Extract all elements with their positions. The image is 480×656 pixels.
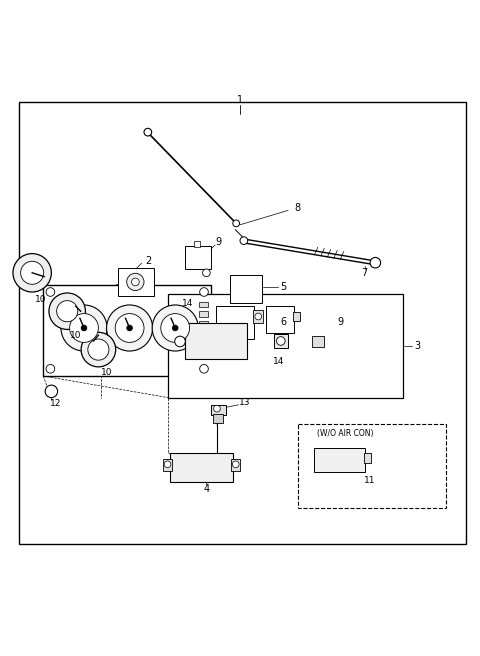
- Bar: [230, 276, 262, 303]
- Bar: [266, 306, 294, 333]
- Circle shape: [45, 385, 58, 398]
- Text: 14: 14: [273, 357, 284, 366]
- Circle shape: [172, 325, 178, 331]
- Circle shape: [13, 254, 51, 292]
- Text: 10: 10: [101, 367, 112, 377]
- Circle shape: [46, 288, 55, 297]
- Text: 10: 10: [35, 295, 47, 304]
- Text: 9: 9: [216, 237, 221, 247]
- Bar: [163, 459, 172, 470]
- Circle shape: [240, 237, 248, 245]
- Text: 4: 4: [204, 483, 209, 494]
- Bar: [213, 415, 223, 423]
- Circle shape: [255, 313, 262, 320]
- Circle shape: [200, 288, 208, 297]
- Bar: [43, 285, 211, 376]
- Circle shape: [88, 339, 109, 360]
- Bar: [364, 453, 371, 463]
- Circle shape: [61, 305, 107, 351]
- Bar: [118, 268, 154, 296]
- Bar: [194, 241, 200, 247]
- Circle shape: [144, 129, 152, 136]
- Bar: [199, 321, 208, 327]
- Circle shape: [107, 305, 153, 351]
- Circle shape: [175, 336, 185, 347]
- Circle shape: [276, 337, 285, 345]
- Circle shape: [81, 333, 116, 367]
- Text: 8: 8: [295, 203, 300, 213]
- Text: 9: 9: [338, 318, 344, 327]
- Circle shape: [49, 293, 85, 329]
- Circle shape: [46, 365, 55, 373]
- Bar: [170, 453, 233, 482]
- Circle shape: [164, 461, 171, 468]
- Text: 2: 2: [145, 256, 152, 266]
- Circle shape: [57, 300, 78, 321]
- Bar: [199, 311, 208, 317]
- Text: (W/O AIR CON): (W/O AIR CON): [317, 429, 373, 438]
- Circle shape: [21, 261, 44, 284]
- Bar: [216, 306, 254, 339]
- Circle shape: [132, 278, 139, 286]
- Circle shape: [127, 274, 144, 291]
- Circle shape: [115, 314, 144, 342]
- Bar: [199, 340, 208, 346]
- Text: 11: 11: [364, 476, 375, 485]
- Circle shape: [214, 405, 220, 412]
- Bar: [293, 312, 300, 321]
- Bar: [253, 310, 263, 323]
- Circle shape: [152, 305, 198, 351]
- Bar: [199, 331, 208, 336]
- Text: 5: 5: [280, 282, 287, 292]
- Text: 14: 14: [181, 298, 193, 308]
- Circle shape: [203, 269, 210, 277]
- Text: 10: 10: [70, 331, 82, 340]
- Circle shape: [200, 365, 208, 373]
- Bar: [231, 459, 240, 470]
- Text: 6: 6: [280, 318, 286, 327]
- Bar: [199, 302, 208, 308]
- Circle shape: [127, 325, 132, 331]
- Text: 12: 12: [49, 399, 61, 408]
- Bar: [211, 405, 226, 415]
- Bar: [185, 323, 247, 359]
- Circle shape: [161, 314, 190, 342]
- Bar: [312, 336, 324, 347]
- Circle shape: [81, 325, 87, 331]
- Text: 3: 3: [415, 341, 420, 351]
- Text: 7: 7: [361, 268, 368, 277]
- Circle shape: [370, 257, 381, 268]
- Bar: [168, 295, 403, 398]
- Bar: [199, 350, 208, 356]
- Bar: [274, 334, 288, 348]
- Text: 1: 1: [237, 95, 243, 105]
- Circle shape: [233, 220, 240, 227]
- Text: 13: 13: [239, 398, 251, 407]
- Circle shape: [232, 461, 239, 468]
- Bar: [298, 424, 446, 508]
- Circle shape: [70, 314, 98, 342]
- Bar: [185, 247, 211, 270]
- Bar: [314, 448, 365, 472]
